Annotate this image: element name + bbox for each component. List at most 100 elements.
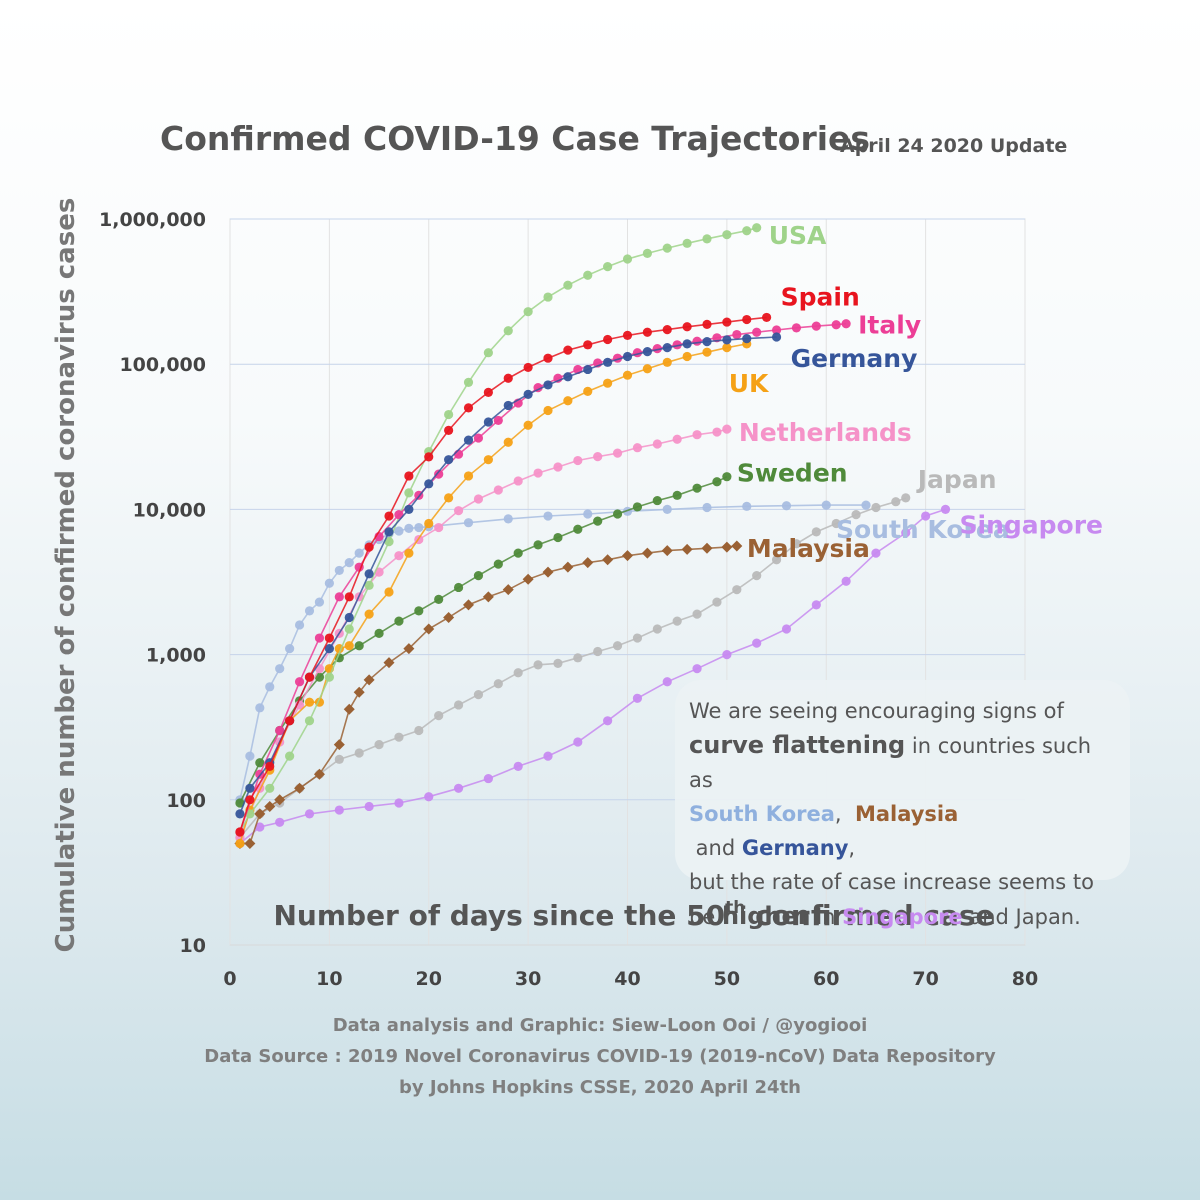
data-point-italy bbox=[314, 633, 325, 643]
data-point-singapore bbox=[940, 504, 951, 514]
data-point-malaysia bbox=[313, 768, 325, 780]
data-point-malaysia bbox=[701, 542, 713, 554]
data-point-uk bbox=[603, 378, 613, 388]
data-point-malaysia bbox=[542, 566, 554, 578]
data-point-spain bbox=[424, 452, 434, 462]
data-point-singapore bbox=[364, 801, 374, 812]
data-point-germany bbox=[742, 334, 752, 344]
note-comma: , bbox=[848, 836, 856, 860]
data-point-japan bbox=[831, 518, 841, 529]
series-label-japan: Japan bbox=[916, 465, 997, 494]
data-point-south-korea bbox=[344, 558, 354, 568]
data-point-singapore bbox=[394, 798, 404, 808]
data-point-malaysia bbox=[602, 554, 614, 566]
data-point-singapore bbox=[513, 761, 523, 771]
data-point-malaysia bbox=[502, 584, 514, 596]
data-point-japan bbox=[632, 633, 643, 643]
data-point-usa bbox=[742, 226, 752, 236]
series-label-malaysia: Malaysia bbox=[747, 534, 870, 563]
data-point-spain bbox=[762, 312, 772, 323]
data-point-japan bbox=[334, 754, 344, 764]
data-point-singapore bbox=[255, 822, 265, 832]
data-point-usa bbox=[384, 537, 394, 547]
data-point-usa bbox=[404, 488, 414, 498]
data-point-uk bbox=[304, 697, 315, 707]
data-point-netherlands bbox=[553, 462, 563, 472]
data-point-italy bbox=[841, 319, 851, 329]
data-point-malaysia bbox=[383, 657, 395, 669]
data-point-south-korea bbox=[265, 682, 275, 692]
data-point-malaysia bbox=[443, 612, 455, 624]
data-point-singapore bbox=[424, 792, 434, 802]
data-point-japan bbox=[811, 527, 821, 537]
data-point-singapore bbox=[841, 576, 851, 586]
data-point-malaysia bbox=[522, 573, 534, 585]
data-point-south-korea bbox=[821, 500, 831, 510]
data-point-italy bbox=[434, 469, 444, 479]
data-point-sweden bbox=[493, 559, 503, 569]
data-point-south-korea bbox=[314, 597, 325, 607]
data-point-south-korea bbox=[781, 501, 792, 511]
data-point-south-korea bbox=[503, 514, 513, 524]
data-point-japan bbox=[692, 609, 702, 619]
data-point-germany bbox=[404, 504, 414, 514]
data-point-germany bbox=[722, 335, 732, 345]
series-label-usa: USA bbox=[769, 221, 827, 250]
data-point-singapore bbox=[692, 664, 702, 674]
data-point-south-korea bbox=[354, 548, 364, 558]
data-point-malaysia bbox=[363, 674, 375, 686]
series-singapore bbox=[235, 504, 951, 849]
data-point-south-korea bbox=[304, 606, 315, 616]
note-line-5: be higher in Singapore and Japan. bbox=[689, 899, 1118, 934]
x-tick-label: 80 bbox=[1012, 968, 1038, 990]
data-point-spain bbox=[682, 322, 692, 332]
data-point-japan bbox=[771, 555, 782, 565]
data-point-germany bbox=[682, 339, 692, 349]
data-point-uk bbox=[424, 518, 434, 529]
data-point-singapore bbox=[603, 716, 613, 726]
data-point-south-korea bbox=[255, 703, 265, 713]
y-axis-title: Cumulative number of confirmed coronavir… bbox=[51, 198, 81, 953]
data-point-italy bbox=[831, 320, 841, 330]
data-point-netherlands bbox=[533, 468, 543, 478]
series-usa bbox=[235, 223, 762, 837]
data-point-uk bbox=[404, 548, 414, 558]
data-point-germany bbox=[344, 612, 354, 623]
data-point-usa bbox=[304, 716, 315, 726]
data-point-japan bbox=[553, 658, 563, 668]
data-point-italy bbox=[732, 329, 742, 340]
data-point-germany bbox=[245, 783, 255, 793]
data-point-japan bbox=[573, 653, 583, 663]
data-point-spain bbox=[463, 403, 474, 413]
data-point-singapore bbox=[752, 638, 762, 648]
data-point-south-korea bbox=[463, 518, 474, 528]
data-point-germany bbox=[603, 357, 613, 367]
data-point-spain bbox=[384, 511, 394, 521]
data-point-netherlands bbox=[672, 434, 682, 444]
data-point-malaysia bbox=[463, 599, 474, 611]
data-point-germany bbox=[235, 809, 245, 819]
data-point-usa bbox=[543, 292, 553, 302]
note-malaysia: Malaysia bbox=[854, 802, 959, 826]
data-point-sweden bbox=[593, 516, 603, 526]
data-point-malaysia bbox=[681, 543, 693, 555]
data-point-sweden bbox=[513, 548, 523, 558]
data-point-spain bbox=[364, 542, 374, 552]
data-point-italy bbox=[752, 327, 762, 337]
credits: Data analysis and Graphic: Siew-Loon Ooi… bbox=[0, 1010, 1200, 1103]
data-point-uk bbox=[444, 493, 454, 503]
series-line-usa bbox=[239, 227, 757, 833]
data-point-usa bbox=[285, 751, 295, 761]
note-line-3: South Korea, Malaysia and Germany, bbox=[689, 797, 1118, 865]
y-tick-label: 100,000 bbox=[119, 354, 206, 376]
data-point-uk bbox=[563, 396, 573, 406]
data-point-spain bbox=[702, 319, 712, 329]
data-point-netherlands bbox=[473, 494, 484, 504]
data-point-uk bbox=[583, 386, 593, 396]
series-uk bbox=[235, 339, 752, 849]
series-sweden bbox=[235, 472, 732, 808]
note-and: and bbox=[689, 836, 742, 860]
data-point-japan bbox=[652, 624, 662, 634]
data-point-usa bbox=[702, 234, 712, 244]
y-tick-label: 100 bbox=[166, 790, 206, 812]
